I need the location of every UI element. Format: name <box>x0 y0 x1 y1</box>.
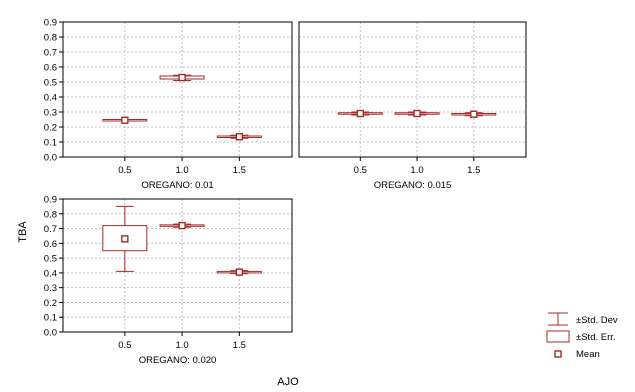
y-tick-label: 0.0 <box>44 328 57 339</box>
mean-marker <box>178 73 186 82</box>
y-tick-label: 0.6 <box>44 63 57 74</box>
mean-marker <box>235 133 244 141</box>
box-1.5 <box>216 133 262 141</box>
mean-marker <box>356 109 364 118</box>
y-tick-label: 0.6 <box>44 239 57 250</box>
y-tick-label: 0.5 <box>44 78 57 89</box>
panel-2: 0.5 1.0 1.5 OREGANO: 0.015 <box>298 21 527 191</box>
x-tick-label: 1.5 <box>467 165 480 176</box>
mean-marker <box>413 109 421 118</box>
legend-label-std-err: ±Std. Err. <box>576 332 616 343</box>
x-tick-label: 1.0 <box>175 340 188 351</box>
x-tick-label: 1.5 <box>233 340 246 351</box>
y-tick-label: 0.1 <box>44 313 57 324</box>
x-tick-label: 0.5 <box>118 340 131 351</box>
box-0.5 <box>102 205 148 272</box>
mean-marker <box>470 110 478 118</box>
y-tick-label: 0.7 <box>44 48 57 59</box>
legend-item-std-err: ±Std. Err. <box>546 330 616 343</box>
panel-title: OREGANO: 0.020 <box>139 355 217 366</box>
panel-frame <box>298 21 527 158</box>
x-tick-label: 0.5 <box>118 165 131 176</box>
legend-std-err-symbol <box>546 330 570 343</box>
y-tick-label: 0.5 <box>44 254 57 265</box>
x-tick-label: 1.5 <box>233 165 246 176</box>
mean-marker <box>178 221 186 230</box>
panel-3: 0.0 0.1 0.2 0.3 0.4 0.5 0.6 0.7 0.8 0.9 0.5 1.0 1.5 O… <box>44 195 293 366</box>
box-1.5 <box>451 110 497 118</box>
y-tick-label: 0.8 <box>44 33 57 44</box>
y-tick-label: 0.7 <box>44 224 57 235</box>
panel-frame <box>62 198 293 333</box>
panel-1: 0.0 0.1 0.2 0.3 0.4 0.5 0.6 0.7 0.8 0.9 0.5 1.0 1.5 O… <box>44 18 293 191</box>
panel-title: OREGANO: 0.01 <box>141 180 213 191</box>
y-tick-label: 0.2 <box>44 298 57 309</box>
panel-frame <box>62 21 293 158</box>
x-axis-label: AJO <box>277 376 299 388</box>
legend: ±Std. Dev ±Std. Err. Mean <box>546 312 618 360</box>
mean-marker <box>121 235 129 243</box>
box-1.0 <box>394 109 440 118</box>
legend-mean-symbol <box>554 350 562 358</box>
y-tick-label: 0.9 <box>44 18 57 29</box>
box-1.5 <box>216 268 262 276</box>
y-axis-label: TBA <box>17 221 29 243</box>
y-tick-label: 0.3 <box>44 108 57 119</box>
legend-item-mean: Mean <box>554 349 600 360</box>
y-tick-label: 0.4 <box>44 268 57 279</box>
x-tick-label: 0.5 <box>354 165 367 176</box>
y-tick-label: 0.3 <box>44 283 57 294</box>
legend-item-std-dev: ±Std. Dev <box>548 312 618 326</box>
legend-label-mean: Mean <box>576 349 600 360</box>
mean-marker <box>235 268 244 276</box>
y-tick-label: 0.1 <box>44 138 57 149</box>
box-0.5 <box>337 109 383 118</box>
y-tick-label: 0.2 <box>44 123 57 134</box>
y-tick-label: 0.0 <box>44 153 57 164</box>
x-tick-label: 1.0 <box>410 165 423 176</box>
box-1.0 <box>159 73 205 82</box>
mean-marker <box>121 116 129 124</box>
panels-group: 0.0 0.1 0.2 0.3 0.4 0.5 0.6 0.7 0.8 0.9 0.5 1.0 1.5 O… <box>44 18 527 366</box>
panel-title: OREGANO: 0.015 <box>374 180 452 191</box>
y-tick-label: 0.9 <box>44 195 57 206</box>
y-tick-label: 0.8 <box>44 209 57 220</box>
x-tick-label: 1.0 <box>175 165 188 176</box>
box-1.0 <box>159 221 205 230</box>
y-tick-label: 0.4 <box>44 93 57 104</box>
box-0.5 <box>102 116 148 124</box>
legend-label-std-dev: ±Std. Dev <box>576 315 618 326</box>
